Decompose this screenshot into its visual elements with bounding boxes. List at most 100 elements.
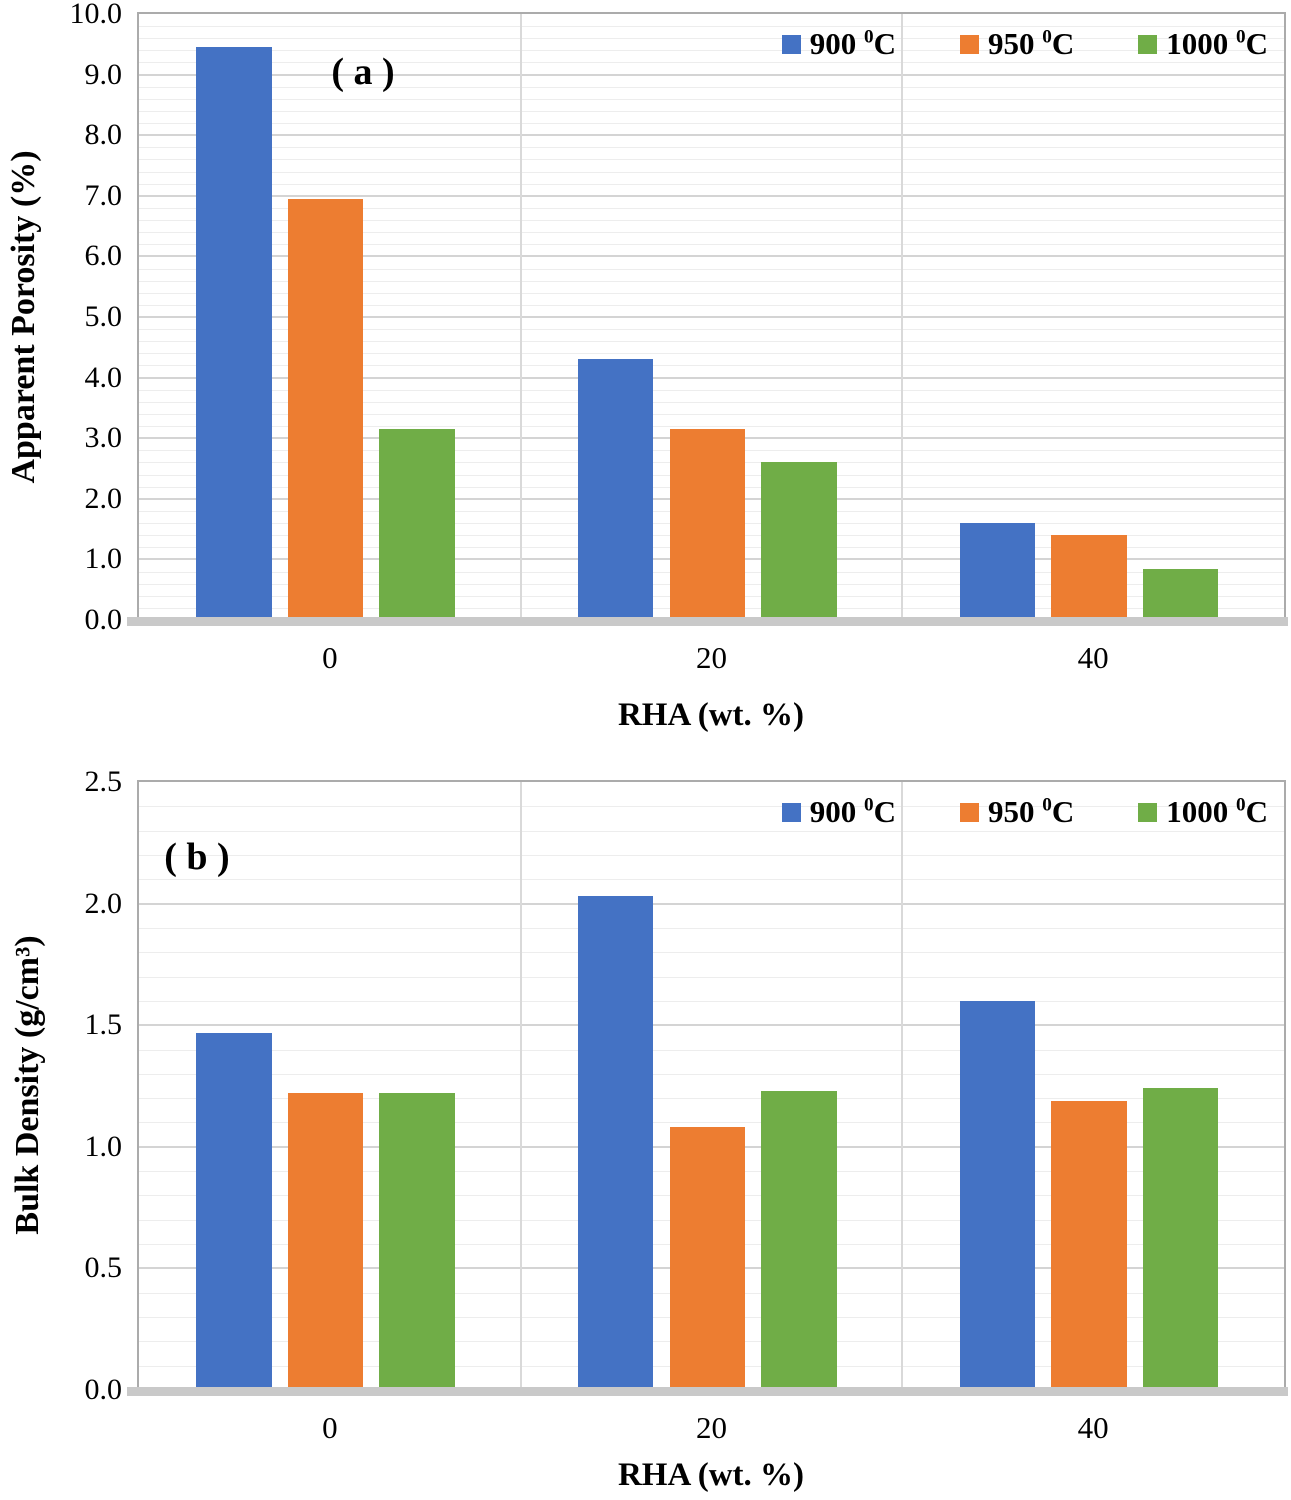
minor-gridline xyxy=(139,1073,1284,1075)
bar-900C-rha0 xyxy=(196,1032,272,1390)
major-gridline xyxy=(139,1024,1284,1027)
minor-gridline xyxy=(139,329,1284,331)
bar-950C-rha20 xyxy=(669,1127,746,1390)
x-axis-title: RHA (wt. %) xyxy=(617,697,805,733)
bar-1000C-rha0 xyxy=(379,1093,455,1390)
bar-1000C-rha40 xyxy=(1142,1088,1219,1390)
legend-label: 1000 0C xyxy=(1166,794,1268,829)
major-gridline xyxy=(139,255,1284,258)
minor-gridline xyxy=(139,280,1284,282)
legend-label: 900 0C xyxy=(809,794,896,829)
minor-gridline xyxy=(139,110,1284,112)
minor-gridline xyxy=(139,1098,1284,1100)
x-category-label: 0 xyxy=(322,1410,338,1445)
y-tick-label: 0.0 xyxy=(84,1373,123,1406)
y-tick-label: 3.0 xyxy=(84,421,123,455)
chart-apparent-porosity: Apparent Porosity (%) 900 0C 950 0C 1000 0… xyxy=(5,0,1288,733)
x-category-label: 20 xyxy=(696,1410,727,1445)
bar-900C-rha40 xyxy=(959,523,1036,620)
x-axis-title: RHA (wt. %) xyxy=(617,1457,805,1493)
y-tick-label: 6.0 xyxy=(84,239,123,273)
category-boundary-gridline xyxy=(901,782,904,1390)
bar-950C-rha20 xyxy=(669,429,746,620)
minor-gridline xyxy=(139,98,1284,100)
bar-950C-rha40 xyxy=(1051,535,1127,620)
major-gridline xyxy=(139,316,1284,318)
minor-gridline xyxy=(139,183,1284,185)
y-tick-label: 7.0 xyxy=(84,178,123,212)
minor-gridline xyxy=(139,86,1284,88)
category-boundary-gridline xyxy=(901,14,904,620)
legend-label: 900 0C xyxy=(809,26,896,61)
legend-swatch-icon xyxy=(781,34,801,54)
major-gridline xyxy=(139,902,1284,905)
legend-item-950C: 950 0C xyxy=(960,26,1074,62)
panel-label: ( b ) xyxy=(164,836,230,878)
x-category-label: 20 xyxy=(696,640,727,675)
minor-gridline xyxy=(139,244,1284,246)
minor-gridline xyxy=(139,304,1284,306)
minor-gridline xyxy=(139,147,1284,149)
plot-area: 900 0C 950 0C 1000 0C xyxy=(127,780,1288,1396)
y-tick-label: 5.0 xyxy=(84,300,123,333)
bar-1000C-rha0 xyxy=(379,429,455,620)
x-axis-line xyxy=(127,1387,1288,1396)
minor-gridline xyxy=(139,353,1284,355)
minor-gridline xyxy=(139,927,1284,929)
minor-gridline xyxy=(139,159,1284,161)
bar-1000C-rha20 xyxy=(761,1090,837,1390)
bar-950C-rha0 xyxy=(287,1093,364,1390)
bar-1000C-rha40 xyxy=(1142,568,1219,620)
y-tick-label: 1.0 xyxy=(84,1129,123,1163)
legend-label: 1000 0C xyxy=(1166,26,1268,61)
minor-gridline xyxy=(139,1049,1284,1051)
chart-bulk-density: Bulk Density (g/cm³) 900 0C 950 0C 1000 0C… xyxy=(0,750,1291,1500)
legend-label: 950 0C xyxy=(988,794,1075,829)
minor-gridline xyxy=(139,426,1284,428)
legend-swatch-icon xyxy=(1138,34,1158,54)
y-tick-label: 2.5 xyxy=(84,765,123,798)
minor-gridline xyxy=(139,389,1284,391)
minor-gridline xyxy=(139,50,1284,52)
minor-gridline xyxy=(139,401,1284,403)
minor-gridline xyxy=(139,268,1284,270)
panel-label: ( a ) xyxy=(331,51,395,93)
minor-gridline xyxy=(139,1122,1284,1124)
bar-1000C-rha20 xyxy=(761,462,837,620)
legend-label: 950 0C xyxy=(988,26,1075,61)
minor-gridline xyxy=(139,38,1284,40)
y-tick-label: 8.0 xyxy=(84,118,123,152)
minor-gridline xyxy=(139,1000,1284,1002)
y-tick-label: 0.5 xyxy=(84,1251,123,1285)
y-tick-label: 1.5 xyxy=(84,1008,123,1042)
legend-swatch-icon xyxy=(1138,802,1158,822)
x-category-label: 0 xyxy=(322,640,338,675)
x-category-label: 40 xyxy=(1077,640,1109,675)
bar-950C-rha40 xyxy=(1051,1100,1127,1390)
minor-gridline xyxy=(139,123,1284,125)
minor-gridline xyxy=(139,207,1284,209)
y-tick-label: 2.0 xyxy=(84,886,123,920)
minor-gridline xyxy=(139,365,1284,367)
legend-swatch-icon xyxy=(960,34,979,54)
minor-gridline xyxy=(139,62,1284,64)
y-tick-label: 9.0 xyxy=(84,57,123,91)
x-category-label: 40 xyxy=(1077,1410,1109,1445)
legend-item-900C: 900 0C xyxy=(781,794,896,830)
bar-900C-rha20 xyxy=(577,359,654,620)
minor-gridline xyxy=(139,806,1284,808)
legend: 900 0C 950 0C 1000 0C xyxy=(781,26,1268,62)
legend-item-900C: 900 0C xyxy=(781,26,896,62)
y-tick-label: 0.0 xyxy=(84,603,123,636)
y-tick-label: 10.0 xyxy=(69,0,123,30)
plot-area: 900 0C 950 0C 1000 0C xyxy=(127,12,1288,626)
legend-item-1000C: 1000 0C xyxy=(1138,26,1268,62)
minor-gridline xyxy=(139,413,1284,415)
y-tick-label: 2.0 xyxy=(84,481,123,515)
minor-gridline xyxy=(139,171,1284,173)
y-tick-label: 1.0 xyxy=(84,542,123,576)
legend-item-1000C: 1000 0C xyxy=(1138,794,1268,830)
legend-swatch-icon xyxy=(781,802,801,822)
major-gridline xyxy=(139,73,1284,76)
